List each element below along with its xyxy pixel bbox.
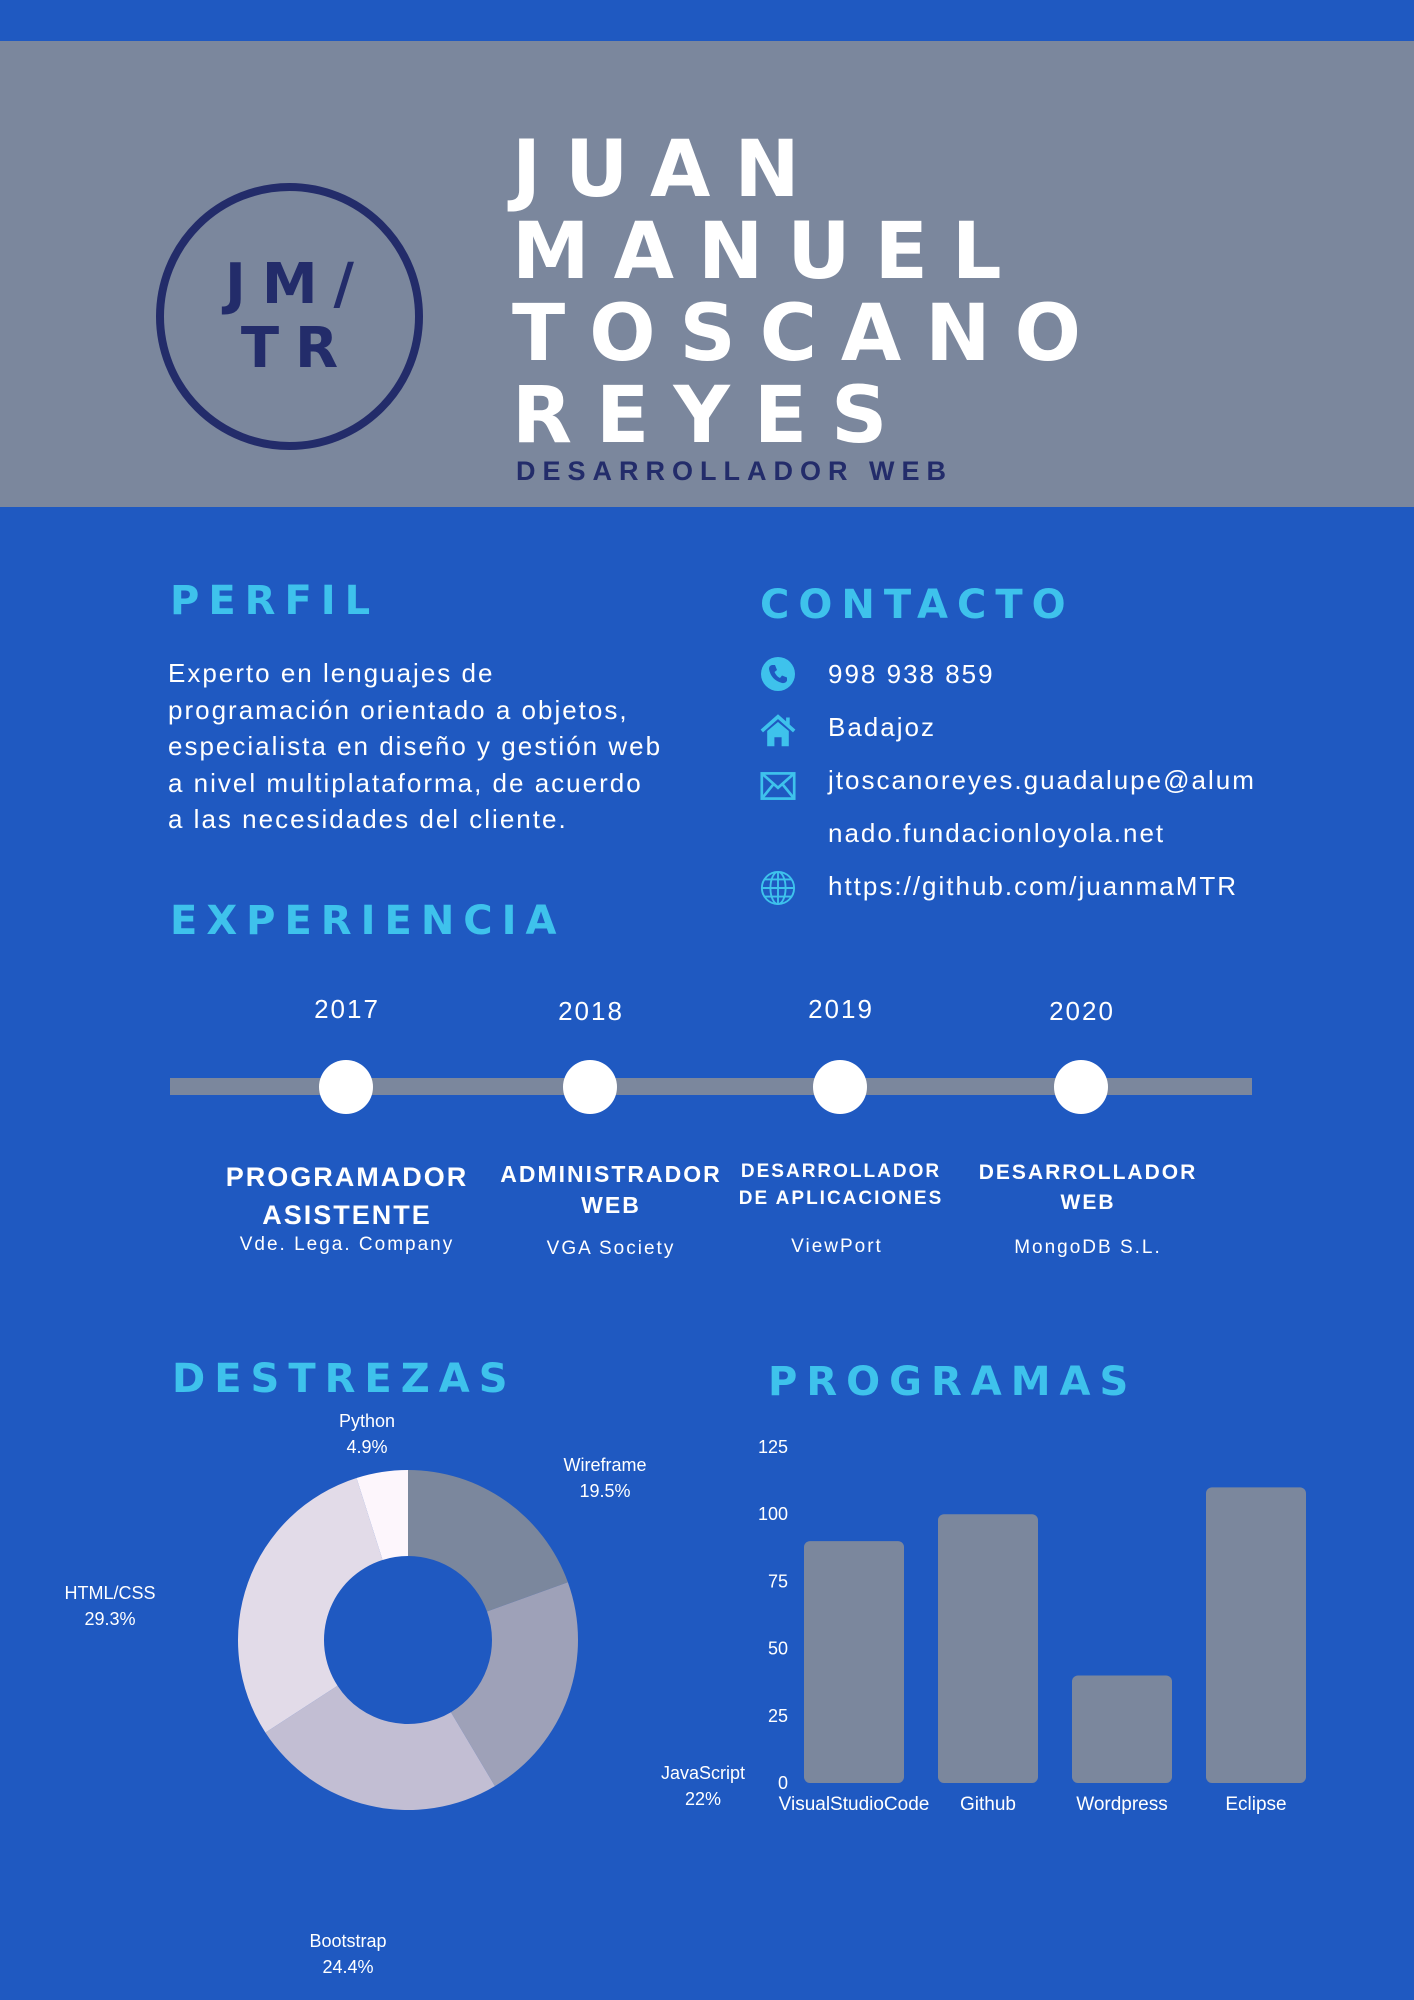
home-icon — [760, 713, 796, 749]
logo-line-1: JM/ — [224, 251, 370, 317]
job-title-line: DESARROLLADOR — [978, 1161, 1198, 1184]
bar-visualstudiocode — [804, 1541, 904, 1783]
pie-label-name: JavaScript — [660, 1763, 746, 1783]
globe-icon — [760, 870, 796, 906]
job-title-line: ASISTENTE — [262, 1200, 432, 1230]
job-title-line: WEB — [1060, 1191, 1116, 1214]
contact-heading: CONTACTO — [760, 582, 1075, 628]
donut-slice-bootstrap — [265, 1685, 495, 1810]
y-tick-label: 100 — [758, 1504, 788, 1524]
skills-heading: DESTREZAS — [172, 1356, 517, 1402]
y-tick-label: 0 — [778, 1773, 788, 1793]
phone-number: 998 938 859 — [828, 659, 995, 689]
pie-label-wireframe: Wireframe 19.5% — [535, 1452, 675, 1504]
pie-label-javascript: JavaScript 22% — [633, 1760, 773, 1812]
city: Badajoz — [828, 712, 936, 742]
y-tick-label: 25 — [768, 1706, 788, 1726]
job-title: PROGRAMADOR ASISTENTE — [207, 1158, 487, 1234]
donut-slice-python — [356, 1470, 408, 1560]
pie-label-name: Bootstrap — [309, 1931, 387, 1951]
email-line-2: nado.fundacionloyola.net — [828, 818, 1166, 848]
y-tick-label: 125 — [758, 1437, 788, 1457]
x-tick-label: Wordpress — [1076, 1794, 1168, 1815]
email-row — [760, 768, 796, 804]
job-title-line: PROGRAMADOR — [225, 1162, 469, 1192]
pie-label-value: 29.3% — [84, 1609, 136, 1629]
job-title-line: DE APLICACIONES — [738, 1188, 944, 1209]
full-name: JUAN MANUEL TOSCANO REYES — [512, 129, 1105, 457]
skills-donut-chart — [238, 1470, 578, 1810]
name-line: JUAN — [512, 125, 824, 215]
github-link[interactable]: https://github.com/juanmaMTR — [828, 871, 1239, 901]
header-band: JM/ TR JUAN MANUEL TOSCANO REYES — [0, 41, 1414, 507]
pie-label-value: 22% — [684, 1789, 722, 1809]
name-line: TOSCANO — [512, 289, 1105, 379]
name-line: MANUEL — [512, 207, 1026, 297]
year-2017: 2017 — [314, 994, 380, 1024]
pie-label-html-css: HTML/CSS 29.3% — [40, 1580, 180, 1632]
job-title-line: WEB — [581, 1192, 641, 1218]
job-title: DESARROLLADOR WEB — [948, 1158, 1228, 1218]
job-role: DESARROLLADOR WEB — [516, 456, 953, 486]
donut-slice-html-css — [238, 1477, 383, 1733]
timeline-bar — [170, 1078, 1252, 1095]
donut-slice-wireframe — [408, 1470, 568, 1612]
bar-eclipse — [1206, 1487, 1306, 1783]
x-tick-label: Github — [960, 1794, 1016, 1815]
experience-heading: EXPERIENCIA — [170, 898, 566, 944]
job-title-line: ADMINISTRADOR — [500, 1161, 722, 1187]
pie-label-value: 4.9% — [346, 1437, 388, 1457]
year-2019: 2019 — [808, 994, 874, 1024]
job-title-line: DESARROLLADOR — [740, 1161, 942, 1182]
programs-bar-chart: 0 25 50 75 100 125 VisualStudioCode Github Wordp… — [758, 1437, 1306, 1815]
x-tick-label: Eclipse — [1225, 1794, 1286, 1815]
timeline-dot — [813, 1060, 867, 1114]
phone-row — [760, 656, 796, 692]
job-company: Vde. Lega. Company — [239, 1234, 455, 1255]
top-bar — [0, 0, 1414, 41]
name-line: REYES — [512, 371, 912, 461]
email-line-1: jtoscanoreyes.guadalupe@alum — [828, 765, 1256, 795]
bar-github — [938, 1514, 1038, 1783]
timeline-dot — [563, 1060, 617, 1114]
city-row — [760, 713, 796, 749]
y-tick-label: 50 — [768, 1639, 788, 1659]
pie-label-python: Python 4.9% — [297, 1408, 437, 1460]
x-tick-label: VisualStudioCode — [779, 1794, 930, 1815]
pie-label-value: 19.5% — [579, 1481, 631, 1501]
mail-icon — [760, 768, 796, 804]
pie-label-name: Python — [338, 1411, 396, 1431]
job-company: ViewPort — [791, 1236, 883, 1257]
monogram-logo: JM/ TR — [156, 183, 423, 450]
year-2018: 2018 — [558, 996, 624, 1026]
pie-label-name: HTML/CSS — [64, 1583, 156, 1603]
bar-wordpress — [1072, 1675, 1172, 1783]
job-title: ADMINISTRADOR WEB — [471, 1159, 751, 1221]
job-company: MongoDB S.L. — [1014, 1237, 1162, 1258]
timeline-dot — [1054, 1060, 1108, 1114]
pie-label-name: Wireframe — [563, 1455, 647, 1475]
timeline-dot — [319, 1060, 373, 1114]
job-company: VGA Society — [546, 1238, 676, 1259]
pie-label-value: 24.4% — [322, 1957, 374, 1977]
phone-icon — [760, 656, 796, 692]
programs-heading: PROGRAMAS — [768, 1359, 1138, 1405]
web-row — [760, 870, 796, 906]
profile-text: Experto en lenguajes de programación ori… — [168, 658, 663, 834]
profile-heading: PERFIL — [170, 578, 380, 624]
year-2020: 2020 — [1049, 996, 1115, 1026]
donut-slice-javascript — [450, 1582, 578, 1787]
logo-line-2: TR — [240, 315, 355, 381]
y-tick-label: 75 — [768, 1571, 788, 1591]
job-title: DESARROLLADOR DE APLICACIONES — [701, 1158, 981, 1212]
pie-label-bootstrap: Bootstrap 24.4% — [278, 1928, 418, 1980]
